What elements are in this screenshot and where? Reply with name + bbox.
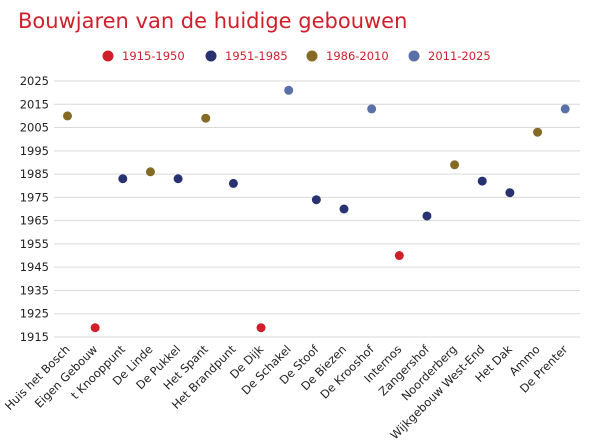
y-tick-label: 1975 [20,190,49,204]
y-tick-label: 2015 [20,97,49,111]
data-point [450,160,460,170]
y-axis: 1915 1925 1935 1945 1955 1965 1975 1985 1995 2005… [20,74,49,344]
legend-marker-1915-1950 [102,50,114,62]
data-point [533,127,543,137]
data-point [256,323,266,333]
data-point [201,113,211,123]
y-tick-label: 1955 [20,237,49,251]
chart-title: Bouwjaren van de huidige gebouwen [18,9,408,33]
data-point [505,188,515,198]
data-point [367,104,377,114]
data-point [311,195,321,205]
data-point [63,111,72,121]
data-point [173,174,183,184]
legend-label: 1986-2010 [326,49,389,63]
legend-label: 1951-1985 [225,49,288,63]
data-point [284,85,294,95]
data-point [228,178,238,188]
data-point [118,174,128,184]
data-points [63,85,570,333]
data-point [394,251,404,261]
data-point [90,323,100,333]
legend: 1915-1950 1951-1985 1986-2010 2011-2025 [102,49,491,63]
y-tick-label: 1995 [20,144,49,158]
grid-lines [54,80,580,338]
y-tick-label: 1985 [20,167,49,181]
y-tick-label: 1945 [20,260,49,274]
y-tick-label: 2025 [20,74,49,88]
legend-label: 1915-1950 [122,49,185,63]
data-point [339,204,349,214]
data-point [477,176,487,186]
y-tick-label: 1935 [20,283,49,297]
legend-marker-1951-1985 [205,50,217,62]
y-tick-label: 1925 [20,307,49,321]
legend-marker-2011-2025 [408,50,420,62]
y-tick-label: 1915 [20,330,49,344]
legend-marker-1986-2010 [306,50,318,62]
data-point [422,211,432,221]
data-point [145,167,155,177]
y-tick-label: 2005 [20,121,49,135]
y-tick-label: 1965 [20,214,49,228]
data-point [560,104,570,114]
legend-label: 2011-2025 [428,49,491,63]
